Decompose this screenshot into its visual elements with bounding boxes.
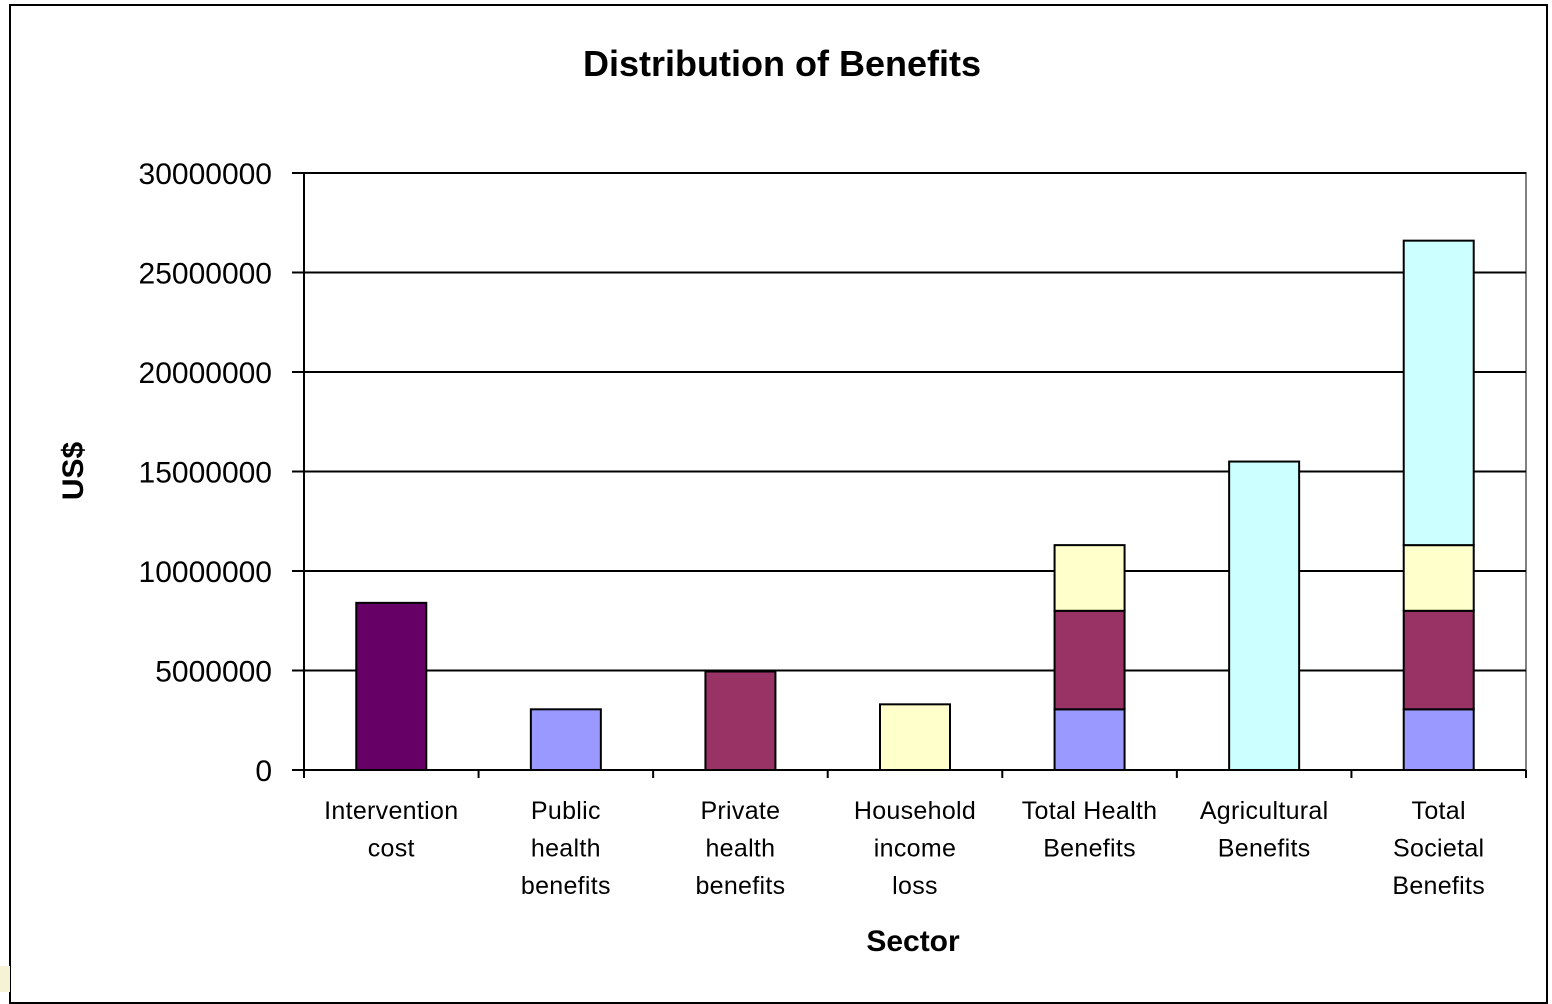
x-tick-label: health — [531, 835, 601, 863]
x-tick-label: Public — [531, 797, 601, 825]
bar-segment — [1053, 544, 1126, 612]
bar-segment — [704, 670, 777, 771]
x-tick-label: Private — [700, 797, 780, 825]
bar-segment — [1228, 460, 1301, 771]
x-tick-label: income — [874, 835, 956, 863]
x-tick-label: health — [705, 835, 775, 863]
x-tick-label: Agricultural — [1200, 797, 1329, 825]
corner-tab — [0, 966, 10, 992]
chart-title: Distribution of Benefits — [583, 43, 981, 84]
plot-area: 0 5000000 10000000 15000000 20000000 25000000… — [139, 158, 1527, 900]
y-tick-label: 20000000 — [139, 357, 272, 390]
x-tick-label: benefits — [695, 872, 785, 900]
bar-segment — [529, 708, 602, 771]
bar-segment — [1053, 708, 1126, 771]
bar-segment — [1402, 544, 1475, 612]
y-tick-label: 10000000 — [139, 556, 272, 589]
y-tick-label: 30000000 — [139, 158, 272, 191]
x-tick-label: benefits — [521, 872, 611, 900]
x-tick-label: Total Health — [1022, 797, 1158, 825]
y-axis-title: US$ — [57, 442, 90, 501]
x-tick-label: Household — [854, 797, 976, 825]
x-tick-label: Benefits — [1392, 872, 1485, 900]
x-tick-label: loss — [892, 872, 938, 900]
x-axis-title: Sector — [866, 925, 960, 958]
bar-segment — [879, 703, 951, 772]
y-tick-label: 15000000 — [139, 457, 272, 490]
x-tick-label: Intervention — [324, 797, 458, 825]
bar-segment — [355, 601, 428, 772]
x-tick-label: Benefits — [1043, 835, 1136, 863]
bar-segment — [1402, 609, 1475, 711]
bar-segment — [1402, 239, 1475, 547]
x-tick-label: Benefits — [1218, 835, 1311, 863]
bar-segment — [1402, 708, 1475, 771]
y-tick-label: 0 — [255, 755, 272, 788]
x-tick-label: cost — [368, 835, 415, 863]
y-tick-label: 25000000 — [139, 258, 272, 291]
y-tick-label: 5000000 — [155, 656, 272, 689]
bar-segment — [1053, 609, 1126, 711]
x-tick-label: Societal — [1393, 835, 1484, 863]
x-tick-label: Total — [1412, 797, 1466, 825]
